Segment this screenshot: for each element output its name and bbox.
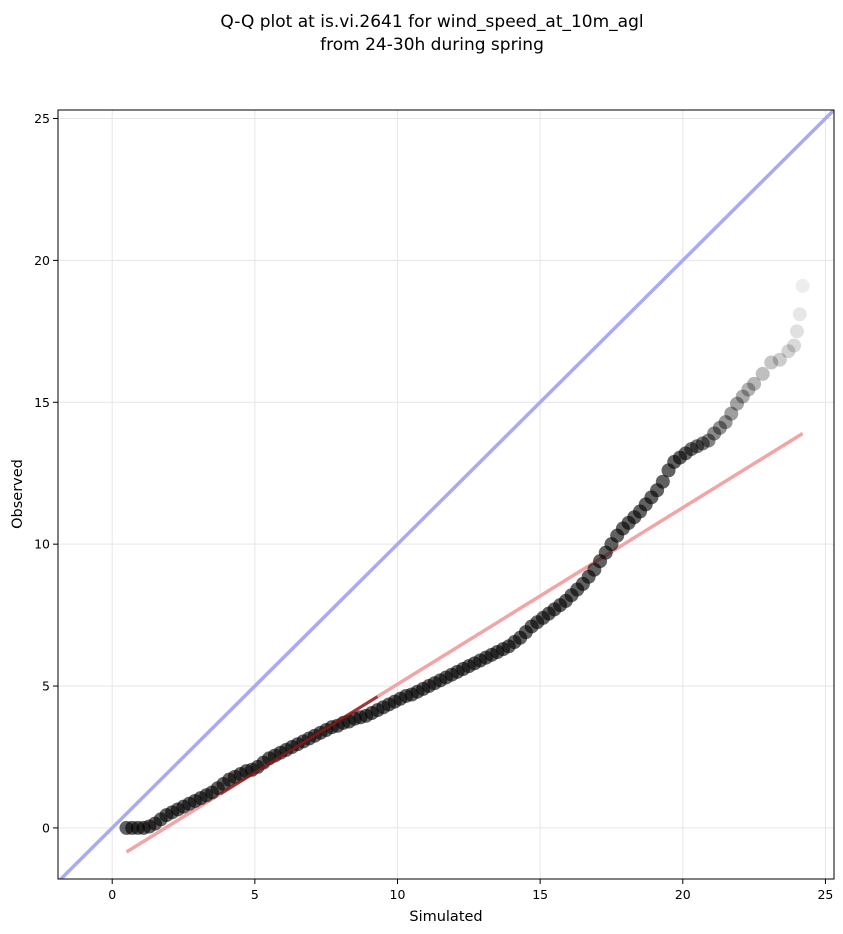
x-tick-label: 15 xyxy=(532,887,548,902)
quantile-point xyxy=(795,278,810,293)
quantile-point xyxy=(701,433,716,448)
y-tick-label: 5 xyxy=(42,679,50,694)
quantile-point xyxy=(772,352,787,367)
quantile-point xyxy=(755,366,770,381)
y-tick-label: 0 xyxy=(42,820,50,835)
quantile-point xyxy=(655,474,670,489)
quantile-point xyxy=(747,376,762,391)
y-tick-label: 20 xyxy=(34,253,50,268)
quantile-point xyxy=(789,324,804,339)
y-axis-label: Observed xyxy=(10,459,26,529)
chart-subtitle: from 24-30h during spring xyxy=(320,35,544,55)
quantile-point xyxy=(792,307,807,322)
plot-frame xyxy=(57,109,835,880)
quantile-point xyxy=(730,396,744,411)
x-tick-label: 20 xyxy=(675,887,691,902)
quantile-point xyxy=(718,415,733,430)
chart-title: Q-Q plot at is.vi.2641 for wind_speed_at… xyxy=(220,12,643,32)
reference-lines xyxy=(58,110,834,879)
x-tick-label: 0 xyxy=(108,887,116,902)
x-axis-label: Simulated xyxy=(409,909,482,925)
axis-ticks: 0 5 10 15 20 25 0 5 10 15 20 25 xyxy=(34,111,833,902)
grid xyxy=(58,110,834,879)
fit-line-overlap-segment xyxy=(219,695,379,796)
x-tick-label: 10 xyxy=(390,887,406,902)
y-tick-label: 15 xyxy=(34,395,50,410)
identity-line xyxy=(58,110,834,879)
quantile-point xyxy=(787,338,802,353)
fit-line-overlap xyxy=(219,695,379,796)
x-tick-label: 25 xyxy=(817,887,833,902)
quantile-point xyxy=(764,355,779,370)
quantile-point xyxy=(735,389,750,404)
quantile-point xyxy=(724,406,739,421)
quantile-point xyxy=(695,436,710,451)
quantile-point xyxy=(707,426,722,441)
quantile-point xyxy=(781,344,796,359)
quantile-points xyxy=(119,278,810,835)
y-tick-label: 25 xyxy=(34,111,50,126)
y-tick-label: 10 xyxy=(34,537,50,552)
quantile-point xyxy=(741,382,756,397)
quantile-point xyxy=(712,420,727,435)
x-tick-label: 5 xyxy=(251,887,259,902)
